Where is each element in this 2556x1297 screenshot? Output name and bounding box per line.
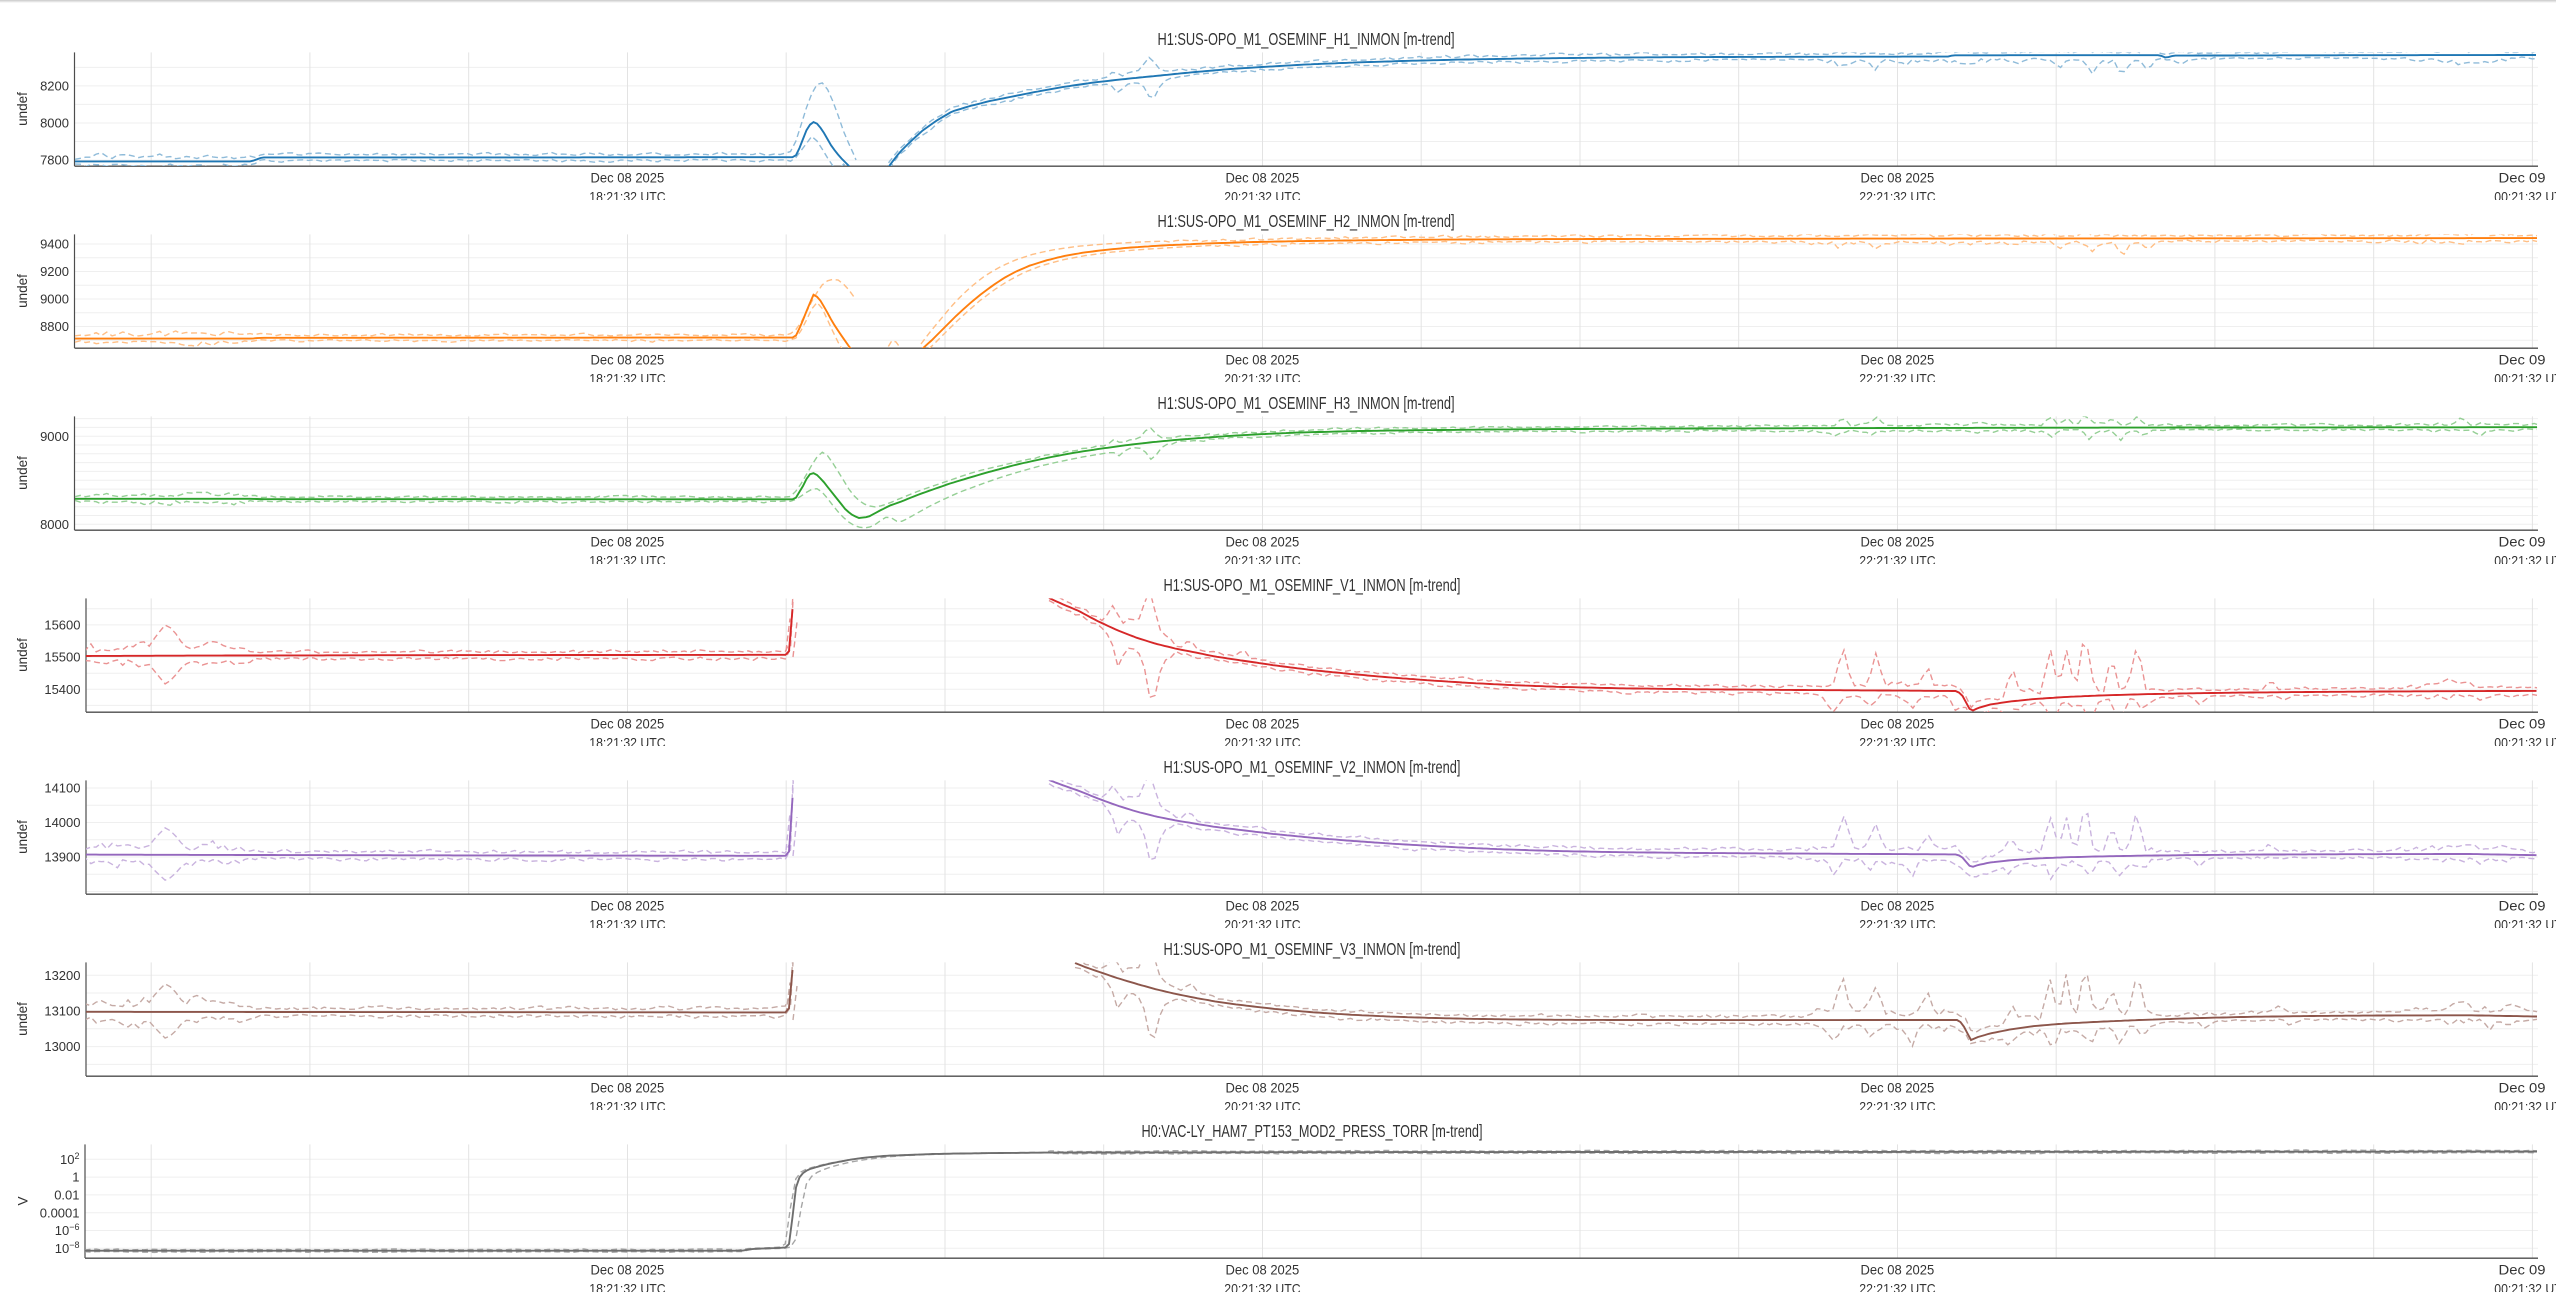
svg-text:9200: 9200 [40,264,69,279]
svg-text:18:21:32 UTC: 18:21:32 UTC [589,189,665,200]
svg-text:Dec 08 2025: Dec 08 2025 [591,1262,665,1277]
svg-text:22:21:32 UTC: 22:21:32 UTC [1859,189,1935,200]
svg-text:undef: undef [15,820,30,854]
svg-text:8000: 8000 [40,517,69,532]
svg-text:H1:SUS-OPO_M1_OSEMINF_V3_INMON: H1:SUS-OPO_M1_OSEMINF_V3_INMON [m-trend] [1164,939,1461,960]
svg-text:Dec 08 2025: Dec 08 2025 [591,534,665,549]
svg-text:undef: undef [15,456,30,490]
svg-text:20:21:32 UTC: 20:21:32 UTC [1224,1099,1300,1110]
svg-text:22:21:32 UTC: 22:21:32 UTC [1859,735,1935,746]
svg-text:18:21:32 UTC: 18:21:32 UTC [589,735,665,746]
svg-text:Dec 08 2025: Dec 08 2025 [1226,716,1300,731]
svg-text:8200: 8200 [40,79,69,94]
svg-text:Dec 09: Dec 09 [2499,1080,2546,1095]
svg-text:22:21:32 UTC: 22:21:32 UTC [1859,917,1935,928]
svg-text:00:21:32 UTC: 00:21:32 UTC [2494,553,2556,564]
svg-text:Dec 08 2025: Dec 08 2025 [1226,534,1300,549]
svg-text:13200: 13200 [44,968,80,983]
svg-text:18:21:32 UTC: 18:21:32 UTC [589,917,665,928]
svg-text:Dec 08 2025: Dec 08 2025 [591,170,665,185]
svg-text:9000: 9000 [40,292,69,307]
svg-text:Dec 08 2025: Dec 08 2025 [1861,1262,1935,1277]
svg-text:H1:SUS-OPO_M1_OSEMINF_H1_INMON: H1:SUS-OPO_M1_OSEMINF_H1_INMON [m-trend] [1158,29,1455,50]
svg-text:102: 102 [60,1151,79,1167]
svg-text:00:21:32 UTC: 00:21:32 UTC [2494,1099,2556,1110]
svg-text:Dec 09: Dec 09 [2499,170,2546,185]
svg-text:undef: undef [15,1002,30,1036]
svg-text:20:21:32 UTC: 20:21:32 UTC [1224,917,1300,928]
svg-text:Dec 08 2025: Dec 08 2025 [591,352,665,367]
svg-text:0.01: 0.01 [54,1188,79,1203]
svg-text:00:21:32 UTC: 00:21:32 UTC [2494,735,2556,746]
svg-text:15400: 15400 [44,682,80,697]
svg-text:Dec 09: Dec 09 [2499,716,2546,731]
svg-text:Dec 08 2025: Dec 08 2025 [591,898,665,913]
svg-text:8000: 8000 [40,116,69,131]
svg-text:22:21:32 UTC: 22:21:32 UTC [1859,553,1935,564]
svg-text:Dec 08 2025: Dec 08 2025 [591,1080,665,1095]
svg-text:22:21:32 UTC: 22:21:32 UTC [1859,1099,1935,1110]
svg-text:8800: 8800 [40,319,69,334]
svg-text:H1:SUS-OPO_M1_OSEMINF_V1_INMON: H1:SUS-OPO_M1_OSEMINF_V1_INMON [m-trend] [1164,575,1461,596]
svg-text:15500: 15500 [44,650,80,665]
svg-text:9400: 9400 [40,237,69,252]
svg-text:H1:SUS-OPO_M1_OSEMINF_H3_INMON: H1:SUS-OPO_M1_OSEMINF_H3_INMON [m-trend] [1158,393,1455,414]
svg-text:00:21:32 UTC: 00:21:32 UTC [2494,371,2556,382]
svg-text:Dec 08 2025: Dec 08 2025 [1226,1080,1300,1095]
svg-text:Dec 08 2025: Dec 08 2025 [1861,716,1935,731]
svg-text:10−6: 10−6 [55,1222,80,1238]
svg-text:H1:SUS-OPO_M1_OSEMINF_V2_INMON: H1:SUS-OPO_M1_OSEMINF_V2_INMON [m-trend] [1164,757,1461,778]
svg-text:7800: 7800 [40,153,69,168]
svg-text:10−8: 10−8 [55,1240,80,1256]
svg-text:14100: 14100 [44,781,80,796]
svg-text:18:21:32 UTC: 18:21:32 UTC [589,553,665,564]
svg-text:Dec 08 2025: Dec 08 2025 [1861,352,1935,367]
svg-text:13000: 13000 [44,1039,80,1054]
svg-text:20:21:32 UTC: 20:21:32 UTC [1224,735,1300,746]
svg-text:Dec 08 2025: Dec 08 2025 [1226,1262,1300,1277]
svg-text:H1:SUS-OPO_M1_OSEMINF_H2_INMON: H1:SUS-OPO_M1_OSEMINF_H2_INMON [m-trend] [1158,211,1455,232]
svg-text:Dec 08 2025: Dec 08 2025 [1861,170,1935,185]
svg-text:00:21:32 UTC: 00:21:32 UTC [2494,189,2556,200]
svg-text:Dec 08 2025: Dec 08 2025 [1861,534,1935,549]
svg-text:00:21:32 UTC: 00:21:32 UTC [2494,1281,2556,1292]
svg-text:13900: 13900 [44,850,80,865]
svg-text:18:21:32 UTC: 18:21:32 UTC [589,1281,665,1292]
svg-text:0.0001: 0.0001 [40,1205,80,1220]
svg-text:H0:VAC-LY_HAM7_PT153_MOD2_PRES: H0:VAC-LY_HAM7_PT153_MOD2_PRESS_TORR [m-… [1142,1121,1483,1142]
svg-text:15600: 15600 [44,618,80,633]
svg-text:Dec 09: Dec 09 [2499,1262,2546,1277]
svg-text:9000: 9000 [40,429,69,444]
svg-text:22:21:32 UTC: 22:21:32 UTC [1859,371,1935,382]
svg-text:14000: 14000 [44,815,80,830]
svg-text:20:21:32 UTC: 20:21:32 UTC [1224,553,1300,564]
svg-text:Dec 08 2025: Dec 08 2025 [591,716,665,731]
svg-text:00:21:32 UTC: 00:21:32 UTC [2494,917,2556,928]
svg-text:20:21:32 UTC: 20:21:32 UTC [1224,189,1300,200]
svg-text:Dec 09: Dec 09 [2499,898,2546,913]
svg-text:Dec 09: Dec 09 [2499,352,2546,367]
svg-text:20:21:32 UTC: 20:21:32 UTC [1224,1281,1300,1292]
svg-text:Dec 08 2025: Dec 08 2025 [1861,898,1935,913]
svg-text:Dec 09: Dec 09 [2499,534,2546,549]
svg-text:undef: undef [15,92,30,126]
svg-text:22:21:32 UTC: 22:21:32 UTC [1859,1281,1935,1292]
svg-text:18:21:32 UTC: 18:21:32 UTC [589,1099,665,1110]
svg-text:1: 1 [72,1170,79,1185]
svg-text:Dec 08 2025: Dec 08 2025 [1226,170,1300,185]
svg-text:undef: undef [15,638,30,672]
svg-text:Dec 08 2025: Dec 08 2025 [1226,352,1300,367]
svg-text:V: V [16,1196,31,1205]
svg-text:13100: 13100 [44,1004,80,1019]
svg-text:20:21:32 UTC: 20:21:32 UTC [1224,371,1300,382]
svg-text:undef: undef [15,274,30,308]
svg-text:18:21:32 UTC: 18:21:32 UTC [589,371,665,382]
svg-text:Dec 08 2025: Dec 08 2025 [1861,1080,1935,1095]
svg-text:Dec 08 2025: Dec 08 2025 [1226,898,1300,913]
